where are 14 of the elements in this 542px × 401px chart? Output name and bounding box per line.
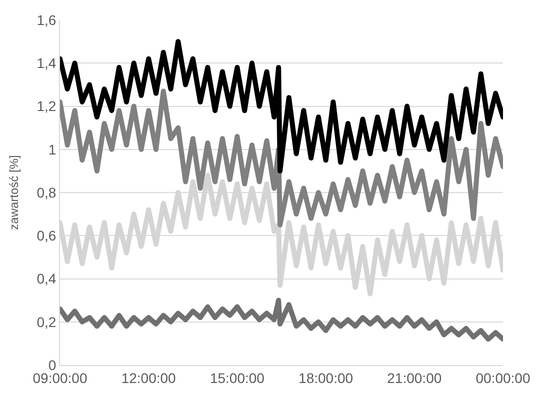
y-tick-label: 1,4 xyxy=(36,55,56,72)
y-tick-label: 1,6 xyxy=(36,12,56,28)
x-tick-label: 15:00:00 xyxy=(210,370,265,386)
y-tick-label: 0,2 xyxy=(36,314,56,330)
x-tick-label: 21:00:00 xyxy=(387,370,442,386)
x-tick-label: 12:00:00 xyxy=(121,370,176,386)
y-tick-label: 0,4 xyxy=(36,270,56,287)
y-tick-label: 0,6 xyxy=(36,228,56,244)
y-tick-label: 0,8 xyxy=(36,184,56,200)
x-tick-label: 18:00:00 xyxy=(298,370,354,386)
x-tick-label: 00:00:00 xyxy=(476,370,530,386)
y-tick-label: 1 xyxy=(48,141,56,158)
y-tick-label: 1,2 xyxy=(36,98,56,114)
y-axis-title: zawartość [%] xyxy=(7,155,22,230)
